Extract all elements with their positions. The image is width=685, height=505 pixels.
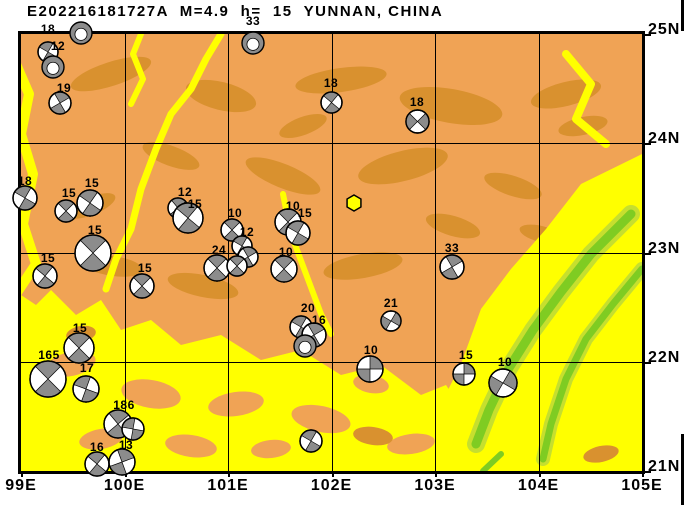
depth-label: 13: [118, 438, 134, 452]
focal-mechanism-beachball: [240, 30, 266, 56]
lon-tick: [228, 471, 230, 477]
focal-mechanism-beachball: [292, 333, 318, 359]
depth-label: 15: [84, 176, 100, 190]
focal-mechanism-beachball: [128, 272, 156, 300]
lon-axis-label: 105E: [621, 477, 663, 494]
focal-mechanism-beachball: [404, 108, 431, 135]
depth-label: 15: [137, 261, 153, 275]
depth-label: 33: [245, 14, 261, 28]
lon-tick: [21, 471, 23, 477]
lat-axis-label: 24N: [648, 130, 681, 148]
lon-axis-label: 101E: [207, 477, 249, 494]
lon-axis-label: 102E: [310, 477, 353, 494]
lat-gridline: [21, 361, 642, 363]
plot-title: E202216181727A M=4.9 h= 15 YUNNAN, CHINA: [27, 3, 444, 20]
lon-axis-label: 100E: [103, 477, 146, 494]
lon-tick: [642, 471, 644, 477]
lat-gridline: [21, 143, 642, 145]
focal-mechanism-beachball: [73, 233, 113, 273]
lat-axis-label: 23N: [648, 239, 681, 257]
focal-mechanism-beachball: [451, 361, 477, 387]
focal-mechanism-beachball: [68, 20, 94, 46]
focal-mechanism-beachball: [225, 254, 249, 278]
lon-axis-label: 104E: [517, 477, 560, 494]
lat-axis-label: 22N: [648, 348, 681, 366]
focal-mechanism-beachball: [298, 428, 324, 454]
depth-label: 16: [311, 313, 327, 327]
lon-tick: [538, 471, 541, 477]
focal-mechanism-beachball: [487, 367, 519, 399]
lat-tick: [645, 471, 651, 473]
depth-label: 10: [278, 245, 294, 259]
depth-label: 15: [87, 223, 103, 237]
depth-label: 24: [211, 243, 227, 257]
depth-label: 165: [38, 348, 60, 362]
focal-mechanism-beachball: [28, 359, 68, 399]
lon-axis-label: 103E: [414, 477, 456, 494]
page-edge-line: [681, 0, 684, 31]
depth-label: 18: [409, 95, 425, 109]
depth-label: 10: [497, 355, 513, 369]
depth-label: 15: [61, 186, 77, 200]
depth-label: 17: [79, 361, 95, 375]
depth-label: 186: [113, 398, 135, 412]
depth-label: 16: [89, 440, 105, 454]
focal-mechanism-beachball: [11, 184, 39, 212]
focal-mechanism-beachball: [107, 447, 137, 477]
depth-label: 15: [40, 251, 56, 265]
focal-mechanism-beachball: [62, 331, 96, 365]
focal-mechanism-beachball: [120, 416, 146, 442]
focal-mechanism-beachball: [379, 309, 403, 333]
focal-mechanism-beachball: [269, 254, 299, 284]
depth-label: 10: [227, 206, 243, 220]
lat-gridline: [21, 252, 642, 254]
depth-label: 12: [50, 39, 66, 53]
depth-label: 10: [363, 343, 379, 357]
lat-tick: [645, 252, 651, 255]
lat-tick: [645, 143, 651, 146]
lat-tick: [645, 361, 651, 364]
depth-label: 21: [383, 296, 399, 310]
depth-label: 15: [297, 206, 313, 220]
focal-mechanism-beachball: [171, 201, 205, 235]
depth-label: 15: [187, 197, 203, 211]
focal-mechanism-beachball: [53, 198, 79, 224]
focal-mechanism-beachball: [40, 54, 66, 80]
focal-mechanism-beachball: [31, 262, 59, 290]
focal-mechanism-beachball: [438, 253, 466, 281]
lon-tick: [435, 471, 437, 477]
depth-label: 18: [17, 174, 33, 188]
depth-label: 15: [72, 321, 88, 335]
focal-mechanism-beachball: [219, 217, 245, 243]
focal-mechanism-beachball: [202, 253, 232, 283]
depth-label: 18: [323, 76, 339, 90]
depth-label: 12: [239, 225, 255, 239]
depth-label: 19: [56, 81, 72, 95]
lat-axis-label: 21N: [648, 458, 681, 475]
focal-mechanism-beachball: [47, 90, 73, 116]
depth-label: 18: [40, 22, 56, 36]
lat-tick: [645, 34, 651, 36]
focal-mechanism-beachball: [284, 219, 312, 247]
depth-label: 12: [177, 185, 193, 199]
lat-axis-label: 25N: [648, 21, 681, 38]
depth-label: 15: [458, 348, 474, 362]
focal-mechanism-beachball: [83, 450, 111, 478]
lon-tick: [331, 471, 334, 477]
focal-mechanism-beachball: [75, 188, 105, 218]
depth-label: 10: [285, 199, 301, 213]
focal-mechanism-beachball: [71, 374, 101, 404]
depth-label: 20: [300, 301, 316, 315]
depth-label: 33: [444, 241, 460, 255]
lon-axis-label: 99E: [5, 477, 37, 494]
green-valleys: [467, 205, 642, 471]
page-edge-line: [681, 434, 684, 505]
focal-mechanism-beachball: [355, 354, 385, 384]
epicenter-hexagon-icon: [344, 193, 364, 213]
focal-mechanism-beachball: [319, 90, 344, 115]
